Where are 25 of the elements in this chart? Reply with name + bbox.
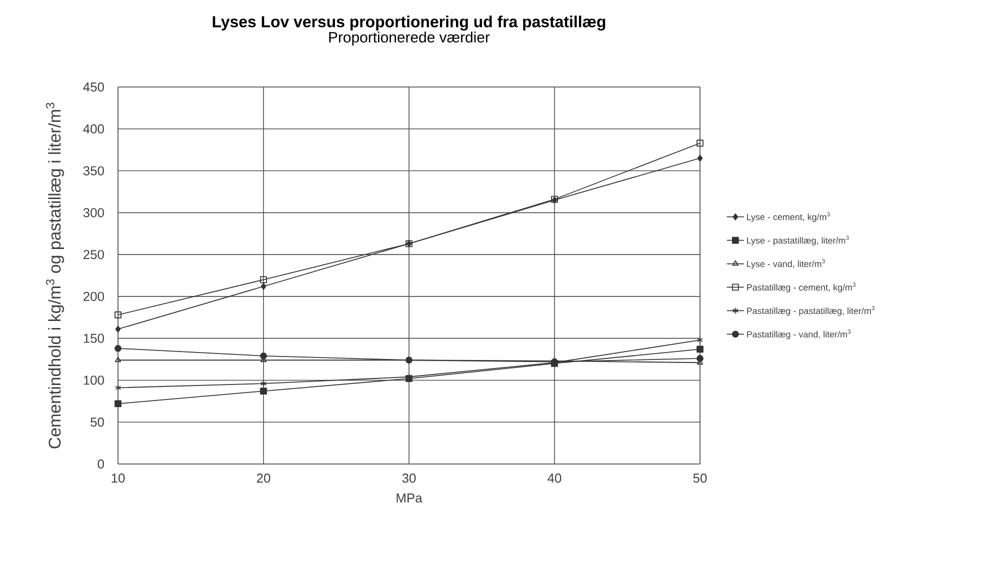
legend-label: Lyse - pastatillæg, liter/m$^{3}$ [747, 236, 849, 246]
legend-label: Lyse - vand, liter/m$^{3}$ [747, 259, 825, 269]
x-tick-label: 10 [112, 474, 125, 483]
x-tick-label: 40 [548, 474, 562, 483]
y-tick-label: 50 [90, 418, 104, 427]
y-tick-label: 100 [84, 376, 104, 385]
y-axis-title: Cementindhold i kg/m$^{3}$ og pastatillæg i liter/m$^{3}$ [46, 102, 64, 448]
legend-label: Pastatillæg - vand, liter/m$^{3}$ [747, 329, 851, 340]
legend-label: Lyse - cement, kg/m$^{3}$ [747, 212, 830, 222]
y-tick-label: 400 [83, 124, 104, 134]
x-tick-label: 20 [256, 474, 270, 483]
legend-label: Pastatillæg - cement, kg/m$^{3}$ [747, 282, 856, 292]
x-axis-title: MPa [396, 494, 422, 503]
x-tick-label: 50 [693, 474, 707, 483]
chart-title: Lyses Lov versus proportionering ud fra pastatillæg [212, 16, 606, 31]
legend-label: Pastatillæg - pastatillæg, liter/m$^{3}$ [747, 306, 875, 316]
x-tick-label: 30 [402, 474, 416, 483]
y-tick-label: 350 [83, 166, 104, 176]
y-tick-label: 0 [98, 459, 104, 469]
chart-subtitle: Proportionerede værdier [329, 32, 490, 46]
y-tick-label: 150 [84, 334, 104, 343]
y-tick-label: 300 [83, 208, 104, 218]
y-tick-label: 250 [84, 250, 104, 260]
y-tick-label: 450 [83, 82, 104, 92]
y-tick-label: 200 [84, 292, 104, 302]
